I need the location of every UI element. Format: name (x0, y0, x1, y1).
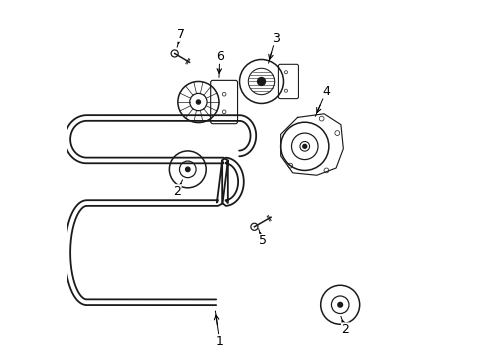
Text: 3: 3 (271, 32, 279, 45)
Circle shape (196, 100, 200, 104)
Circle shape (257, 77, 265, 85)
Text: 2: 2 (341, 323, 349, 336)
Circle shape (302, 144, 306, 148)
Circle shape (337, 302, 342, 307)
Text: 7: 7 (176, 28, 184, 41)
Circle shape (185, 167, 190, 172)
Text: 2: 2 (173, 185, 181, 198)
Text: 4: 4 (322, 85, 329, 98)
Text: 6: 6 (215, 50, 223, 63)
Text: 1: 1 (215, 335, 223, 348)
Text: 5: 5 (259, 234, 266, 247)
